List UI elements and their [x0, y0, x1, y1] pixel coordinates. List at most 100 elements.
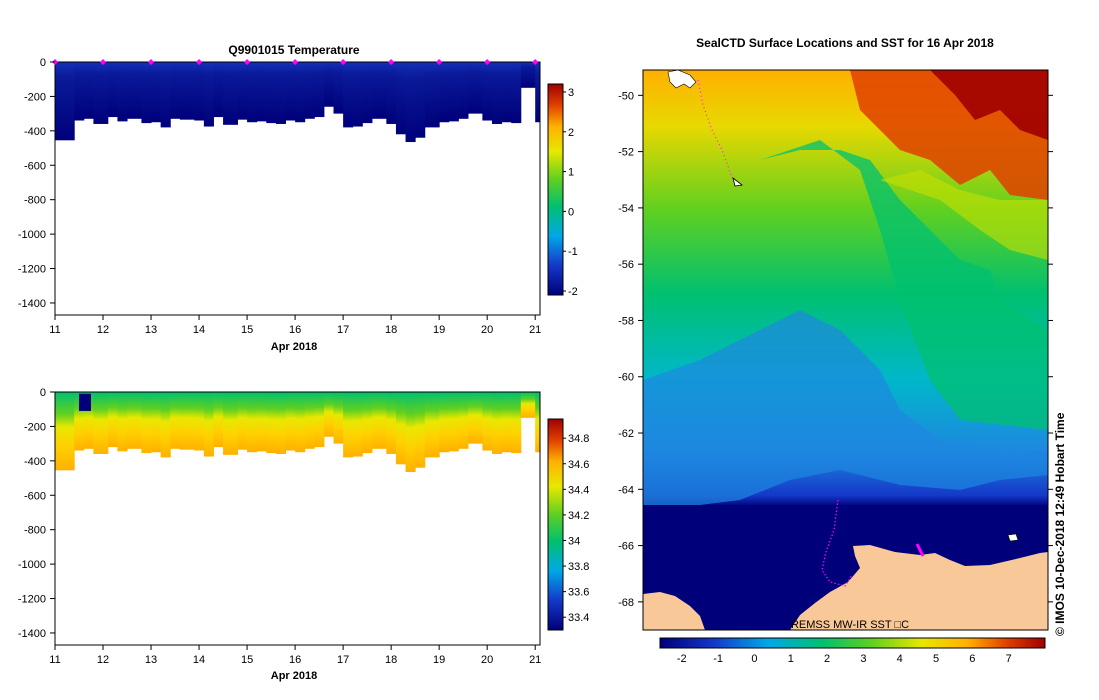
x-tick: 18: [385, 654, 397, 666]
x-tick: 20: [481, 324, 493, 336]
y-tick: -1000: [18, 559, 46, 571]
x-tick: 13: [145, 324, 157, 336]
x-tick: 17: [337, 654, 349, 666]
colorbar-tick: 33.6: [568, 587, 589, 599]
sst-blue-region: [643, 310, 1048, 505]
sst-yellow-band: [880, 170, 1048, 260]
profile-column: [275, 62, 286, 124]
lat-tick: -58: [618, 315, 634, 327]
profile-column: [93, 392, 109, 454]
x-tick: 14: [193, 324, 205, 336]
salinity-colorbar-ramp: [547, 418, 564, 631]
profile-column: [256, 392, 267, 452]
profile-column: [117, 62, 128, 122]
profile-column: [448, 62, 459, 122]
colorbar-tick: 33.4: [568, 612, 589, 624]
colorbar-tick: -2: [568, 286, 578, 298]
salinity-y-axis: 0 -200 -400 -600 -800 -1000 -1200 -1400: [18, 387, 55, 640]
profile-column: [520, 62, 536, 88]
profile-markers: [52, 59, 539, 65]
lat-tick: -52: [618, 147, 634, 159]
lat-tick: -66: [618, 541, 634, 553]
salinity-x-label: Apr 2018: [271, 670, 317, 682]
profile-column: [314, 392, 325, 448]
y-tick: -800: [24, 525, 46, 537]
celsius-tick: -1: [713, 653, 723, 665]
x-tick: 15: [241, 324, 253, 336]
profile-column: [179, 392, 195, 450]
profile-column: [237, 62, 248, 120]
profile-column: [501, 62, 512, 123]
profile-column: [371, 392, 387, 449]
celsius-tick: 7: [1006, 653, 1012, 665]
sst-field: [643, 70, 1048, 630]
x-tick: 16: [289, 324, 301, 336]
profile-column: [511, 62, 522, 124]
profile-column: [362, 392, 373, 454]
profile-column: [467, 392, 483, 444]
profile-column: [295, 392, 306, 453]
x-tick: 19: [433, 654, 445, 666]
profile-column: [535, 62, 541, 123]
salinity-colorbar: 34.8 34.6 34.4 34.2 34 33.8 33.6 33.4: [547, 418, 589, 631]
profile-column: [223, 392, 238, 455]
profile-column: [170, 62, 181, 119]
profile-marker: [436, 59, 443, 65]
profile-column: [151, 392, 162, 453]
profile-column: [266, 62, 277, 124]
profile-column: [352, 392, 363, 457]
profile-column: [386, 62, 397, 124]
sst-colorbar-ramp: [659, 637, 1046, 649]
profile-column: [160, 62, 171, 128]
y-tick: -600: [24, 490, 46, 502]
profile-column: [213, 62, 224, 118]
profile-column: [491, 392, 503, 454]
profile-column: [333, 392, 344, 444]
profile-column: [458, 392, 469, 449]
profile-marker: [388, 59, 395, 65]
profile-marker: [100, 59, 107, 65]
profile-column: [491, 62, 503, 124]
profile-column: [107, 392, 118, 448]
profile-column: [424, 392, 440, 458]
profile-column: [501, 392, 512, 453]
sst-colorbar-celsius-ticks: -2 -1 0 1 2 3 4 5 6 7: [677, 653, 1012, 665]
profile-column: [371, 62, 387, 119]
sst-map-title: SealCTD Surface Locations and SST for 16…: [696, 36, 994, 50]
temperature-x-label: Apr 2018: [271, 341, 317, 353]
profile-column: [194, 392, 205, 451]
temperature-x-axis: 11 12 13 14 15 16 17 18 19 20 21: [49, 315, 541, 336]
profile-column: [141, 392, 152, 454]
island-small: [1007, 533, 1019, 542]
profile-column: [314, 62, 325, 118]
celsius-tick: 1: [788, 653, 794, 665]
profile-column: [83, 62, 94, 119]
sst-green-tongue: [760, 140, 1048, 430]
y-tick: -200: [24, 421, 46, 433]
sst-colorbar: -2 -1 0 1 2 3 4 5 6 7 70 75 80 85 90 95: [659, 637, 1046, 665]
sst-hot-region: [930, 70, 1048, 140]
island-outline: [667, 70, 697, 89]
profile-column: [323, 392, 335, 437]
profile-column: [55, 392, 75, 471]
y-tick: -1200: [18, 264, 46, 276]
x-tick: 21: [529, 324, 541, 336]
profile-column: [117, 392, 128, 452]
temperature-colorbar-ramp: [547, 83, 564, 296]
y-tick: -1400: [18, 298, 46, 310]
temperature-panel: Q9901015 Temperature 0 -200 -400 -600 -8…: [18, 43, 578, 353]
colorbar-tick: 34.2: [568, 510, 589, 522]
colorbar-tick: 34: [568, 535, 580, 547]
x-tick: 21: [529, 654, 541, 666]
y-tick: -1000: [18, 229, 46, 241]
colorbar-tick: 3: [568, 87, 574, 99]
profile-column: [333, 62, 344, 114]
profile-column: [535, 392, 541, 453]
profile-column: [405, 392, 416, 473]
profile-column: [352, 62, 363, 127]
profile-column: [511, 392, 522, 454]
seal-track-line: [697, 79, 734, 181]
profile-column: [415, 392, 426, 468]
profile-column: [343, 392, 354, 458]
